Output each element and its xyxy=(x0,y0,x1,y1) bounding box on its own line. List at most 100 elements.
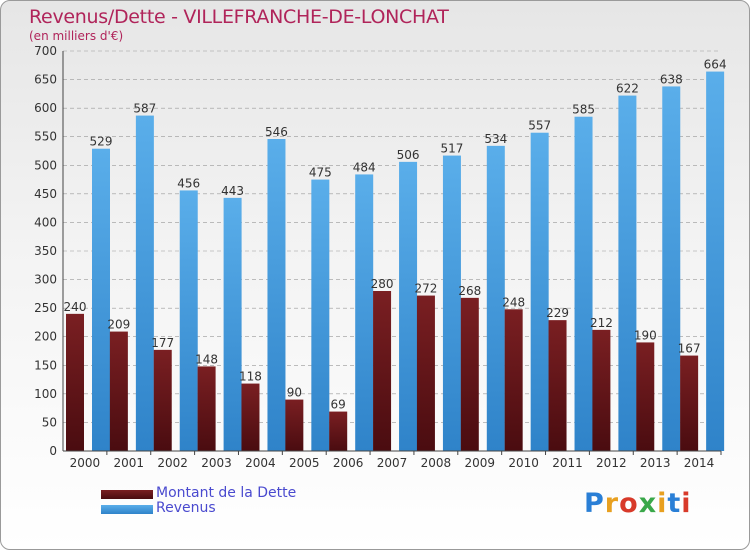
bar-revenus xyxy=(706,71,725,452)
y-tick-label: 700 xyxy=(34,44,57,58)
axes xyxy=(62,51,722,455)
y-tick-label: 600 xyxy=(34,101,57,115)
logo-letter: i xyxy=(681,488,692,519)
bar-dette xyxy=(460,297,479,451)
bar-dette xyxy=(153,349,172,451)
x-tick-label: 2008 xyxy=(421,456,452,470)
y-tick-label: 250 xyxy=(34,301,57,315)
y-tick-label: 500 xyxy=(34,158,57,172)
x-tick-label: 2006 xyxy=(333,456,364,470)
y-tick-label: 300 xyxy=(34,273,57,287)
gridlines xyxy=(63,50,721,423)
value-label-dette: 148 xyxy=(195,352,218,366)
value-label-dette: 229 xyxy=(546,306,569,320)
chart-subtitle: (en milliers d'€) xyxy=(29,29,124,43)
bar-revenus xyxy=(267,139,286,451)
value-label-revenus: 664 xyxy=(704,58,727,72)
legend-swatch-dette xyxy=(101,490,153,499)
logo-letter: x xyxy=(638,488,658,519)
logo-letter: i xyxy=(657,488,668,519)
x-tick-label: 2002 xyxy=(157,456,188,470)
bar-dette xyxy=(504,309,523,451)
bars xyxy=(66,71,725,452)
bar-dette xyxy=(241,383,260,451)
legend-label-dette: Montant de la Dette xyxy=(156,485,297,501)
bar-dette xyxy=(373,291,392,451)
bar-dette xyxy=(109,331,128,451)
value-label-revenus: 534 xyxy=(484,132,507,146)
y-tick-label: 150 xyxy=(34,358,57,372)
y-tick-label: 50 xyxy=(42,415,57,429)
bar-revenus xyxy=(179,190,198,451)
bar-revenus xyxy=(442,155,461,452)
x-tick-label: 2005 xyxy=(289,456,320,470)
bar-dette xyxy=(329,411,348,451)
bar-revenus xyxy=(618,95,637,452)
value-label-revenus: 587 xyxy=(133,102,156,116)
value-label-revenus: 456 xyxy=(177,176,200,190)
x-tick-label: 2014 xyxy=(684,456,715,470)
bar-dette xyxy=(197,366,216,451)
x-tick-label: 2010 xyxy=(508,456,539,470)
value-label-dette: 118 xyxy=(239,370,262,384)
bar-revenus xyxy=(574,116,593,451)
value-label-dette: 268 xyxy=(458,284,481,298)
x-tick-label: 2012 xyxy=(596,456,627,470)
value-label-dette: 69 xyxy=(331,398,346,412)
y-tick-label: 450 xyxy=(34,187,57,201)
value-label-revenus: 529 xyxy=(90,135,113,149)
x-tick-label: 2001 xyxy=(114,456,145,470)
y-tick-label: 550 xyxy=(34,130,57,144)
bar-revenus xyxy=(530,132,549,451)
logo-letter: o xyxy=(619,488,639,519)
labels: 0 50 100 150 200 250 300 350 400 450 500 550 600 650 7… xyxy=(34,44,726,470)
bar-dette xyxy=(592,329,611,451)
value-label-dette: 272 xyxy=(414,282,437,296)
x-tick-label: 2011 xyxy=(552,456,583,470)
y-tick-label: 100 xyxy=(34,387,57,401)
x-tick-label: 2009 xyxy=(464,456,495,470)
value-label-dette: 212 xyxy=(590,316,613,330)
x-tick-label: 2004 xyxy=(245,456,276,470)
value-label-revenus: 484 xyxy=(353,160,376,174)
bar-dette xyxy=(680,355,699,451)
value-label-revenus: 585 xyxy=(572,103,595,117)
bar-revenus xyxy=(223,197,242,451)
logo-letter: r xyxy=(604,488,620,519)
chart-title: Revenus/Dette - VILLEFRANCHE-DE-LONCHAT xyxy=(29,6,449,28)
logo-letter: t xyxy=(667,488,682,519)
x-tick-label: 2013 xyxy=(640,456,671,470)
value-label-revenus: 638 xyxy=(660,72,683,86)
value-label-revenus: 443 xyxy=(221,184,244,198)
value-label-dette: 209 xyxy=(107,318,130,332)
bar-dette xyxy=(66,313,84,451)
bar-revenus xyxy=(311,179,330,452)
bar-revenus xyxy=(486,145,505,451)
x-tick-label: 2007 xyxy=(377,456,408,470)
value-label-revenus: 622 xyxy=(616,82,639,96)
value-label-dette: 167 xyxy=(678,342,701,356)
bar-dette xyxy=(636,342,655,451)
proxiti-logo: Proxiti xyxy=(584,488,692,519)
legend-label-revenus: Revenus xyxy=(156,500,216,516)
logo-letter: P xyxy=(584,488,605,519)
value-label-dette: 280 xyxy=(371,277,394,291)
bar-revenus xyxy=(662,86,681,451)
value-label-dette: 240 xyxy=(64,300,87,314)
bar-dette xyxy=(548,320,567,451)
value-label-revenus: 546 xyxy=(265,125,288,139)
value-label-revenus: 475 xyxy=(309,166,332,180)
bar-revenus xyxy=(135,115,154,452)
x-tick-label: 2003 xyxy=(201,456,232,470)
y-tick-label: 400 xyxy=(34,215,57,229)
y-tick-label: 200 xyxy=(34,330,57,344)
value-label-revenus: 557 xyxy=(528,119,551,133)
legend-swatch-revenus xyxy=(101,505,153,514)
bar-dette xyxy=(285,399,304,451)
value-label-revenus: 517 xyxy=(440,142,463,156)
bar-revenus xyxy=(355,174,374,451)
bar-dette xyxy=(416,295,435,451)
x-tick-label: 2000 xyxy=(70,456,101,470)
y-tick-label: 350 xyxy=(34,244,57,258)
